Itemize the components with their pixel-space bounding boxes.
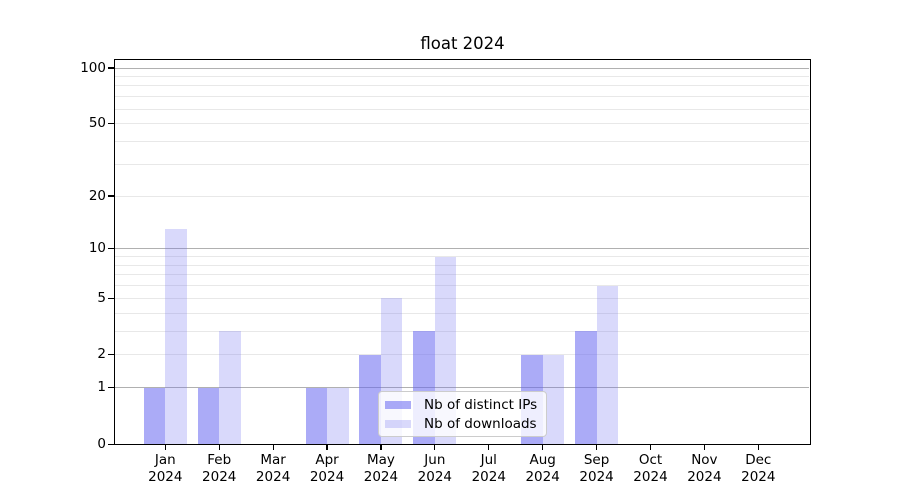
y-tick-label: 10 xyxy=(88,240,106,257)
major-gridline xyxy=(115,248,809,250)
legend-label: Nb of downloads xyxy=(424,415,537,432)
minor-gridline xyxy=(115,85,809,87)
x-tick-mark xyxy=(218,444,220,450)
bar-distinct-ips xyxy=(305,387,328,445)
y-tick-label: 50 xyxy=(88,115,106,132)
x-tick-label: Sep 2024 xyxy=(579,452,614,485)
y-tick-label: 20 xyxy=(88,187,106,204)
x-tick-label: Jan 2024 xyxy=(148,452,183,485)
minor-gridline xyxy=(115,264,809,266)
bar-distinct-ips xyxy=(143,387,166,445)
bar-downloads xyxy=(327,387,349,445)
y-tick-mark xyxy=(107,443,114,445)
x-tick-label: Mar 2024 xyxy=(255,452,291,485)
minor-gridline xyxy=(115,76,809,77)
minor-gridline xyxy=(115,123,809,125)
minor-gridline xyxy=(115,108,809,110)
x-tick-label: Aug 2024 xyxy=(525,452,560,485)
minor-gridline xyxy=(115,195,809,197)
minor-gridline xyxy=(115,256,809,258)
chart-title: float 2024 xyxy=(420,34,505,53)
x-tick-mark xyxy=(434,444,436,450)
minor-gridline xyxy=(115,163,809,165)
minor-gridline xyxy=(115,285,809,287)
x-tick-label: Apr 2024 xyxy=(309,452,345,485)
major-gridline xyxy=(115,67,809,69)
bar-distinct-ips xyxy=(359,354,381,445)
bar-downloads xyxy=(219,331,241,445)
bar-downloads xyxy=(165,229,187,445)
minor-gridline xyxy=(115,274,809,276)
y-tick-label: 1 xyxy=(97,379,106,396)
x-tick-label: Oct 2024 xyxy=(633,452,668,485)
minor-gridline xyxy=(115,96,809,98)
y-tick-label: 100 xyxy=(80,59,106,76)
x-tick-mark xyxy=(703,444,705,450)
x-tick-label: May 2024 xyxy=(363,452,399,485)
x-tick-label: Nov 2024 xyxy=(687,452,722,485)
x-tick-label: Jun 2024 xyxy=(417,452,453,485)
major-gridline xyxy=(115,387,809,389)
minor-gridline xyxy=(115,297,809,299)
x-tick-mark xyxy=(380,444,382,450)
bar-downloads xyxy=(542,354,565,445)
legend-item: Nb of distinct IPs xyxy=(385,395,540,414)
minor-gridline xyxy=(115,354,809,356)
x-tick-label: Feb 2024 xyxy=(202,452,237,485)
legend-swatch-distinct-ips xyxy=(385,400,411,409)
bar-distinct-ips xyxy=(197,387,220,445)
y-tick-mark xyxy=(107,354,114,356)
legend-item: Nb of downloads xyxy=(385,414,540,433)
x-tick-mark xyxy=(649,444,652,450)
x-tick-mark xyxy=(542,444,544,450)
x-tick-mark xyxy=(164,444,166,450)
y-tick-label: 2 xyxy=(97,346,106,363)
bar-downloads xyxy=(596,285,619,445)
y-tick-mark xyxy=(107,123,114,125)
legend: Nb of distinct IPs Nb of downloads xyxy=(378,391,547,437)
y-tick-mark xyxy=(107,248,114,250)
minor-gridline xyxy=(115,141,809,142)
y-tick-mark xyxy=(107,195,114,197)
y-tick-label: 0 xyxy=(97,435,106,452)
y-tick-mark xyxy=(107,297,114,299)
bar-distinct-ips xyxy=(575,331,597,445)
x-tick-mark xyxy=(272,444,274,450)
legend-label: Nb of distinct IPs xyxy=(424,396,538,413)
x-tick-mark xyxy=(595,444,598,450)
y-tick-label: 5 xyxy=(97,289,106,306)
legend-swatch-downloads xyxy=(385,419,411,428)
x-tick-mark xyxy=(757,444,759,450)
y-tick-mark xyxy=(107,67,114,69)
minor-gridline xyxy=(115,330,809,332)
x-tick-label: Jul 2024 xyxy=(471,452,506,485)
x-tick-mark xyxy=(326,444,328,450)
x-tick-mark xyxy=(488,444,490,450)
y-tick-mark xyxy=(107,387,114,389)
minor-gridline xyxy=(115,312,809,314)
x-tick-label: Dec 2024 xyxy=(741,452,776,485)
